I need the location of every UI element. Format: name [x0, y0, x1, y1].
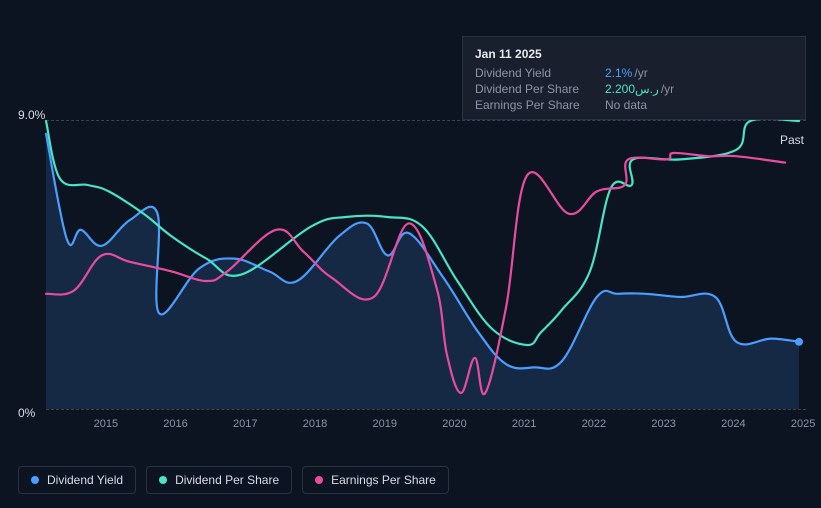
tooltip-label: Dividend Per Share: [475, 82, 605, 96]
x-tick: 2020: [442, 418, 466, 430]
legend-dot: [315, 476, 323, 484]
x-tick: 2019: [372, 418, 396, 430]
x-tick: 2016: [163, 418, 187, 430]
y-axis-max: 9.0%: [18, 108, 45, 122]
legend-item-dividend-yield[interactable]: Dividend Yield: [18, 466, 136, 494]
x-tick: 2017: [233, 418, 257, 430]
past-label: Past: [780, 133, 804, 147]
tooltip-unit: /yr: [661, 82, 674, 96]
legend-label: Dividend Per Share: [175, 473, 279, 487]
x-tick: 2025: [791, 418, 815, 430]
x-tick: 2022: [582, 418, 606, 430]
legend: Dividend Yield Dividend Per Share Earnin…: [18, 466, 449, 494]
tooltip-label: Earnings Per Share: [475, 98, 605, 112]
x-tick: 2023: [651, 418, 675, 430]
chart-svg: [46, 121, 806, 409]
tooltip-row: Earnings Per Share No data: [463, 97, 805, 113]
series-fill: [46, 134, 799, 409]
chart-area[interactable]: 9.0% 0% Past 201520162017201820192020202…: [18, 110, 808, 415]
plot-region: Past: [46, 120, 806, 410]
tooltip-row: Dividend Yield 2.1% /yr: [463, 65, 805, 81]
tooltip-value: 2.200ر.س: [605, 82, 659, 96]
x-tick: 2015: [94, 418, 118, 430]
legend-label: Earnings Per Share: [331, 473, 436, 487]
legend-dot: [31, 476, 39, 484]
tooltip-value: 2.1%: [605, 66, 632, 80]
series-end-dot: [795, 338, 803, 346]
x-tick: 2021: [512, 418, 536, 430]
tooltip-date: Jan 11 2025: [463, 43, 805, 65]
tooltip-row: Dividend Per Share 2.200ر.س /yr: [463, 81, 805, 97]
chart-tooltip: Jan 11 2025 Dividend Yield 2.1% /yr Divi…: [462, 36, 806, 120]
legend-item-earnings-per-share[interactable]: Earnings Per Share: [302, 466, 449, 494]
legend-item-dividend-per-share[interactable]: Dividend Per Share: [146, 466, 292, 494]
x-tick: 2024: [721, 418, 745, 430]
x-tick: 2018: [303, 418, 327, 430]
legend-label: Dividend Yield: [47, 473, 123, 487]
legend-dot: [159, 476, 167, 484]
tooltip-unit: /yr: [634, 66, 647, 80]
y-axis-min: 0%: [18, 406, 35, 420]
tooltip-label: Dividend Yield: [475, 66, 605, 80]
tooltip-value: No data: [605, 98, 647, 112]
